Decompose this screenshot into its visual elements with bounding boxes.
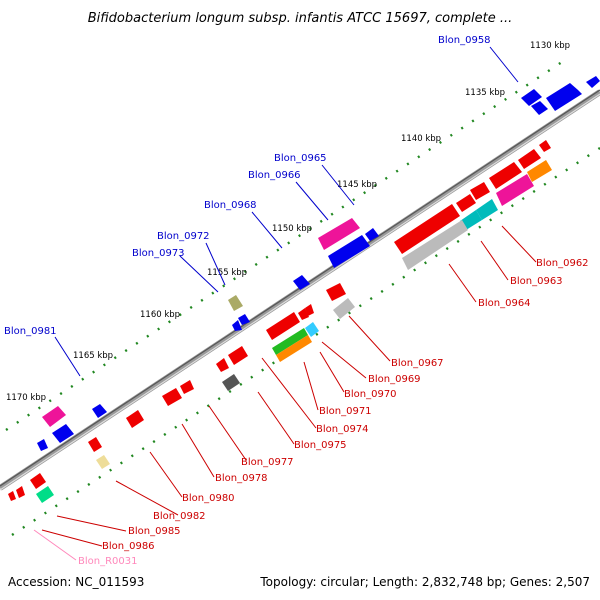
- scale-label: 1135 kbp: [465, 88, 505, 98]
- gene-feature[interactable]: [52, 424, 74, 443]
- gene-feature[interactable]: [489, 162, 522, 189]
- scale-label: 1145 kbp: [337, 180, 377, 190]
- gene-feature[interactable]: [521, 89, 542, 106]
- scale-labels: 1130 kbp 1135 kbp 1140 kbp 1145 kbp 1150…: [6, 41, 570, 403]
- forward-genes: [37, 76, 600, 451]
- gene-feature[interactable]: [180, 380, 194, 394]
- gene-label[interactable]: Blon_0986: [102, 541, 155, 552]
- gene-label[interactable]: Blon_0967: [391, 358, 444, 369]
- scale-label: 1150 kbp: [272, 224, 312, 234]
- gene-feature[interactable]: [328, 235, 370, 268]
- gene-label[interactable]: Blon_0963: [510, 276, 563, 287]
- gene-feature[interactable]: [216, 358, 229, 372]
- gene-label[interactable]: Blon_0985: [128, 526, 181, 537]
- gene-label[interactable]: Blon_0971: [319, 406, 372, 417]
- gene-feature[interactable]: [318, 218, 360, 250]
- gene-label[interactable]: Blon_0968: [204, 200, 257, 211]
- gene-label[interactable]: Blon_0958: [438, 35, 491, 46]
- outer-tick-track: [5, 56, 569, 432]
- gene-label[interactable]: Blon_0982: [153, 511, 206, 522]
- gene-label[interactable]: Blon_0972: [157, 231, 210, 242]
- scale-label: 1140 kbp: [401, 134, 441, 144]
- map-title: Bifidobacterium longum subsp. infantis A…: [88, 11, 513, 26]
- scale-label: 1170 kbp: [6, 393, 46, 403]
- forward-gene-labels: Blon_0958 Blon_0965 Blon_0966 Blon_0968 …: [4, 35, 491, 337]
- gene-label[interactable]: Blon_0962: [536, 258, 589, 269]
- gene-feature[interactable]: [228, 295, 243, 311]
- gene-feature[interactable]: [402, 220, 468, 270]
- gene-feature[interactable]: [470, 182, 490, 200]
- gene-feature[interactable]: [460, 210, 482, 230]
- tick-tracks: [5, 56, 600, 537]
- rna-leader-line: [33, 529, 77, 561]
- gene-label[interactable]: Blon_0980: [182, 493, 235, 504]
- gene-feature[interactable]: [238, 314, 250, 325]
- scale-label: 1130 kbp: [530, 41, 570, 51]
- scale-label: 1165 kbp: [73, 351, 113, 361]
- gene-feature[interactable]: [518, 149, 541, 169]
- reverse-leader-lines: [41, 225, 537, 547]
- gene-feature[interactable]: [228, 346, 248, 365]
- gene-label[interactable]: Blon_0975: [294, 440, 347, 451]
- gene-label[interactable]: Blon_0974: [316, 424, 369, 435]
- reverse-genes: [8, 140, 552, 503]
- gene-feature[interactable]: [37, 439, 48, 451]
- gene-feature[interactable]: [586, 76, 600, 88]
- gene-feature[interactable]: [96, 455, 110, 469]
- gene-feature[interactable]: [36, 486, 54, 503]
- gene-feature[interactable]: [276, 335, 312, 362]
- gene-feature[interactable]: [8, 491, 16, 501]
- gene-feature[interactable]: [30, 473, 46, 489]
- gene-feature[interactable]: [16, 486, 25, 498]
- gene-feature[interactable]: [333, 298, 355, 319]
- gene-feature[interactable]: [539, 140, 551, 152]
- gene-label[interactable]: Blon_0978: [215, 473, 268, 484]
- gene-label[interactable]: Blon_0973: [132, 248, 185, 259]
- scale-label: 1155 kbp: [207, 268, 247, 278]
- gene-label[interactable]: Blon_0969: [368, 374, 421, 385]
- gene-label[interactable]: Blon_0965: [274, 153, 327, 164]
- gene-feature[interactable]: [92, 404, 107, 418]
- gene-feature[interactable]: [222, 374, 240, 391]
- gene-feature[interactable]: [232, 320, 242, 331]
- gene-feature[interactable]: [546, 83, 582, 111]
- scale-label: 1160 kbp: [140, 310, 180, 320]
- gene-feature[interactable]: [496, 174, 534, 206]
- topology-text: Topology: circular; Length: 2,832,748 bp…: [259, 575, 590, 589]
- gene-feature[interactable]: [394, 204, 460, 254]
- accession-text: Accession: NC_011593: [8, 575, 144, 589]
- gene-feature[interactable]: [527, 160, 552, 182]
- gene-feature[interactable]: [42, 406, 66, 427]
- gene-feature[interactable]: [326, 283, 346, 301]
- gene-label[interactable]: Blon_0981: [4, 326, 57, 337]
- gene-label[interactable]: Blon_0964: [478, 298, 531, 309]
- gene-feature[interactable]: [531, 101, 548, 115]
- gene-label[interactable]: Blon_0966: [248, 170, 301, 181]
- forward-leader-lines: [54, 46, 519, 377]
- gene-feature[interactable]: [266, 312, 300, 340]
- gene-feature[interactable]: [305, 322, 319, 337]
- gene-feature[interactable]: [365, 228, 379, 241]
- gene-feature[interactable]: [88, 437, 102, 452]
- gene-feature[interactable]: [293, 275, 310, 290]
- gene-feature[interactable]: [162, 388, 182, 406]
- gene-feature[interactable]: [272, 328, 308, 355]
- gene-label[interactable]: Blon_0970: [344, 389, 397, 400]
- reverse-gene-labels: Blon_0962 Blon_0963 Blon_0964 Blon_0967 …: [102, 258, 589, 552]
- gene-label[interactable]: Blon_0977: [241, 457, 294, 468]
- gene-feature[interactable]: [126, 410, 144, 428]
- gene-feature[interactable]: [305, 304, 314, 316]
- gene-feature[interactable]: [456, 194, 476, 212]
- gene-label[interactable]: Blon_R0031: [78, 556, 138, 567]
- gene-feature[interactable]: [476, 199, 498, 220]
